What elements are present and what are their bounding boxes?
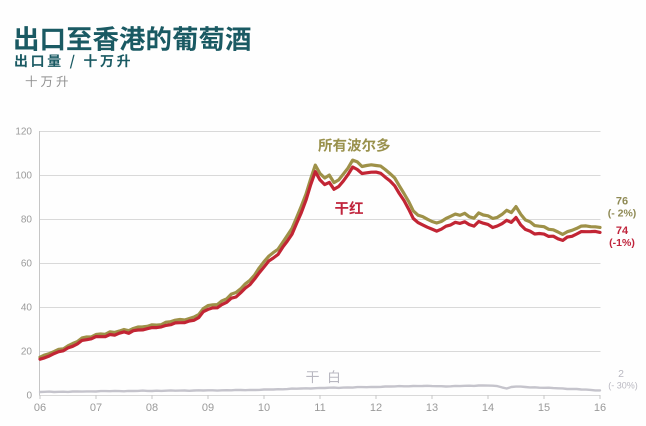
svg-text:74: 74 xyxy=(616,225,629,237)
svg-text:15: 15 xyxy=(538,402,550,414)
svg-text:12: 12 xyxy=(370,402,382,414)
svg-text:60: 60 xyxy=(21,259,33,270)
svg-text:76: 76 xyxy=(616,196,628,208)
svg-text:2: 2 xyxy=(618,368,624,380)
svg-text:16: 16 xyxy=(594,402,606,414)
svg-text:(- 30%): (- 30%) xyxy=(608,381,638,391)
svg-text:10: 10 xyxy=(258,402,270,414)
svg-text:06: 06 xyxy=(34,402,46,414)
svg-text:07: 07 xyxy=(90,402,102,414)
svg-text:14: 14 xyxy=(482,402,494,414)
svg-text:08: 08 xyxy=(146,402,158,414)
svg-text:20: 20 xyxy=(21,347,33,358)
svg-text:0: 0 xyxy=(26,391,32,402)
svg-text:40: 40 xyxy=(21,303,33,314)
svg-text:09: 09 xyxy=(202,402,214,414)
svg-text:100: 100 xyxy=(15,171,32,182)
svg-text:120: 120 xyxy=(15,127,32,138)
svg-text:(- 2%): (- 2%) xyxy=(608,208,637,220)
svg-text:80: 80 xyxy=(21,215,33,226)
svg-text:(-1%): (-1%) xyxy=(609,237,635,249)
svg-text:11: 11 xyxy=(314,402,325,414)
svg-text:13: 13 xyxy=(426,402,438,414)
